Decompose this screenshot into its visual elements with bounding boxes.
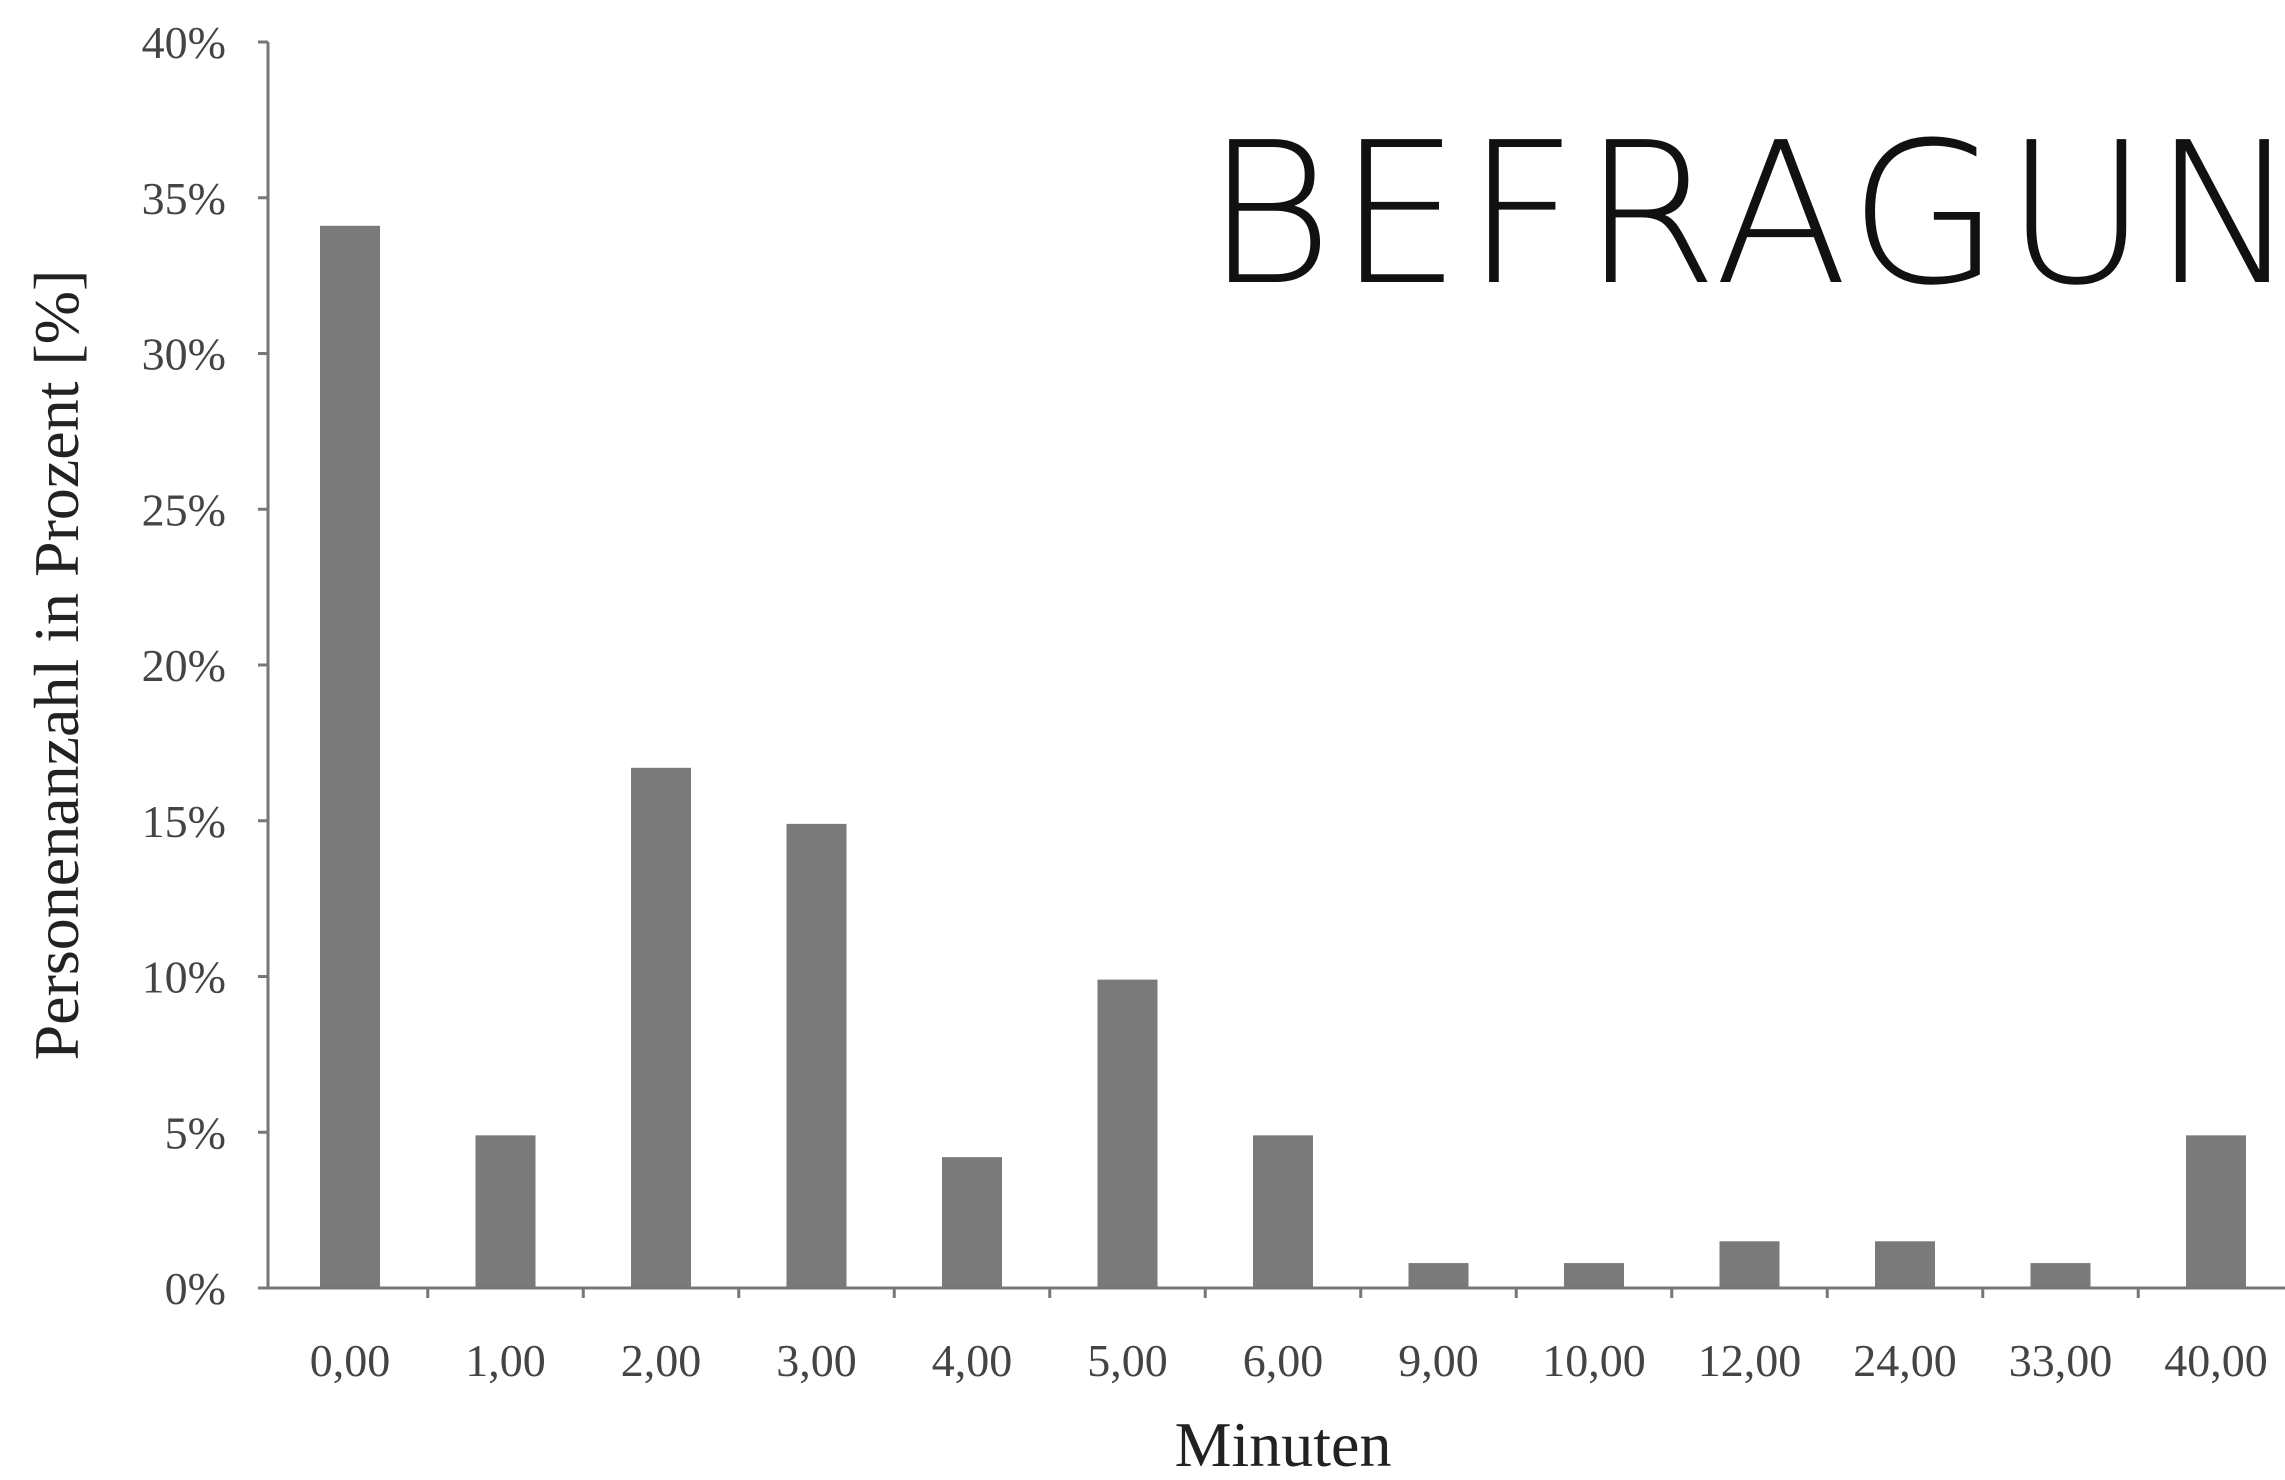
bar-7	[1408, 1263, 1469, 1288]
x-tick-label: 4,00	[932, 1335, 1013, 1386]
x-axis-title: Minuten	[1175, 1409, 1392, 1480]
x-tick-label: 33,00	[2009, 1335, 2113, 1386]
y-tick-label: 10%	[142, 952, 226, 1003]
y-tick-label: 40%	[142, 17, 226, 68]
bar-1	[475, 1135, 536, 1288]
x-ticks: 0,00 1,00 2,00 3,00 4,00 5,00 6,00 9,00 10,00 12,…	[310, 1288, 2268, 1386]
x-tick-label: 24,00	[1853, 1335, 1957, 1386]
y-tick-label: 15%	[142, 796, 226, 847]
y-axis-title: Personenanzahl in Prozent [%]	[21, 270, 92, 1061]
x-tick-label: 2,00	[621, 1335, 702, 1386]
bar-12	[2186, 1135, 2246, 1288]
x-tick-label: 40,00	[2164, 1335, 2268, 1386]
y-tick-label: 20%	[142, 640, 226, 691]
y-tick-label: 30%	[142, 329, 226, 380]
bar-8	[1564, 1263, 1624, 1288]
bar-11	[2030, 1263, 2091, 1288]
bar-10	[1875, 1241, 1935, 1288]
y-tick-label: 35%	[142, 173, 226, 224]
bar-3	[786, 823, 847, 1288]
x-tick-label: 1,00	[465, 1335, 546, 1386]
bar-6	[1253, 1135, 1313, 1288]
bars-layer	[320, 225, 2246, 1288]
overlay-title: BEFRAGUNG	[1205, 101, 2285, 329]
x-tick-label: 10,00	[1542, 1335, 1646, 1386]
y-ticks: 0% 5% 10% 15% 20% 25% 30% 35% 40%	[142, 17, 268, 1314]
x-tick-label: 0,00	[310, 1335, 391, 1386]
y-tick-label: 25%	[142, 484, 226, 535]
bar-2	[631, 767, 691, 1288]
x-tick-label: 5,00	[1087, 1335, 1168, 1386]
x-tick-label: 9,00	[1398, 1335, 1479, 1386]
y-tick-label: 5%	[165, 1107, 226, 1158]
bar-5	[1097, 979, 1158, 1288]
bar-4	[942, 1157, 1002, 1288]
bar-0	[320, 225, 380, 1288]
x-tick-label: 12,00	[1698, 1335, 1802, 1386]
x-tick-label: 6,00	[1243, 1335, 1324, 1386]
x-tick-label: 3,00	[776, 1335, 857, 1386]
y-tick-label: 0%	[165, 1263, 226, 1314]
bar-9	[1719, 1241, 1780, 1288]
